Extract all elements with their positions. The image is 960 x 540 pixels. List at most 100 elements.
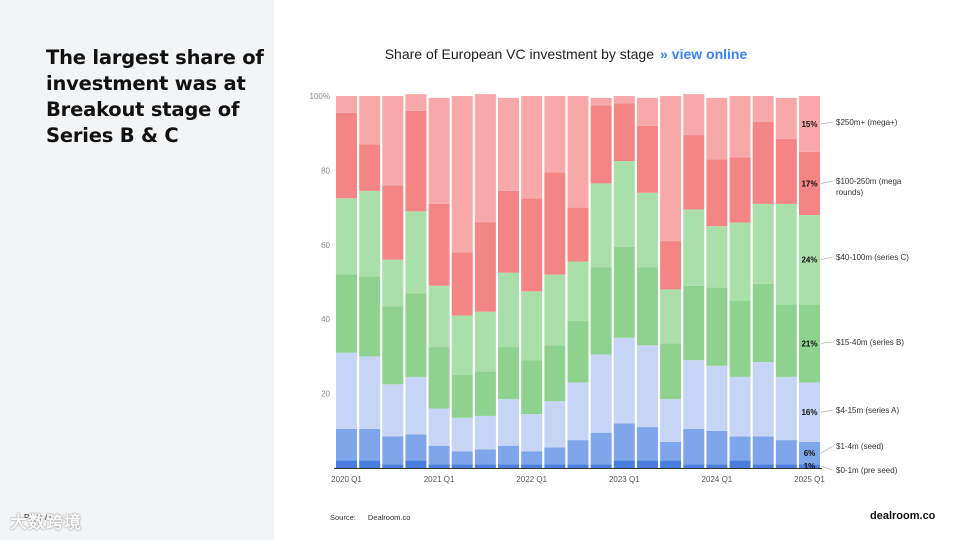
source-value: Dealroom.co: [367, 513, 411, 522]
bar-segment: [544, 274, 566, 346]
bar-segment: [451, 96, 473, 253]
bar-segment: [799, 382, 820, 442]
legend-label: $40-100m (series C): [836, 253, 909, 262]
bar-segment: [706, 97, 728, 160]
bar-segment: [405, 211, 427, 294]
bar-segment: [336, 198, 357, 275]
legend-label: $250m+ (mega+): [836, 118, 898, 127]
bar-segment: [567, 382, 589, 441]
bar-segment: [729, 222, 751, 301]
bar-segment: [590, 432, 612, 465]
x-tick-label: 2020 Q1: [331, 475, 362, 484]
bar-segment: [382, 185, 404, 260]
bar-segment: [359, 356, 381, 429]
bar-segment: [613, 161, 635, 247]
bar-segment: [544, 345, 566, 402]
legend-leader-line: [820, 256, 834, 260]
legend-leader-line: [820, 121, 834, 125]
bar-segment: [752, 436, 774, 465]
bar-segment: [451, 451, 473, 465]
bar-segment: [752, 361, 774, 437]
bar-segment: [660, 96, 682, 242]
bar-segment: [474, 222, 496, 312]
bar-segment: [752, 283, 774, 362]
data-label: 6%: [804, 449, 816, 458]
bar-segment: [636, 427, 658, 461]
bar-segment: [590, 267, 612, 355]
legend-label: $15-40m (series B): [836, 338, 904, 347]
bar-segment: [544, 96, 566, 173]
bar-segment: [544, 401, 566, 448]
watermark-logo: 大数跨境: [10, 513, 82, 532]
bar-segment: [567, 440, 589, 465]
bar-segment: [359, 428, 381, 461]
bar-segment: [636, 125, 658, 193]
x-tick-label: 2024 Q1: [702, 475, 733, 484]
bar-segment: [474, 371, 496, 416]
bar-segment: [521, 464, 543, 468]
source-note: Source: Dealroom.co: [330, 513, 410, 522]
bar-segment: [567, 261, 589, 322]
bar-segment: [567, 464, 589, 468]
legend-leader-line: [820, 409, 834, 413]
bar-segment: [405, 94, 427, 111]
bar-segment: [382, 259, 404, 307]
bar-segment: [683, 464, 705, 468]
left-panel: The largest share of investment was at B…: [0, 0, 274, 540]
view-online-link[interactable]: view online: [671, 46, 748, 62]
x-tick-label: 2021 Q1: [424, 475, 455, 484]
bar-segment: [428, 408, 450, 446]
bar-segment: [775, 203, 797, 305]
bar-segment: [636, 460, 658, 468]
bar-segment: [428, 203, 450, 286]
legend-leader-line: [820, 465, 834, 471]
bar-segment: [567, 321, 589, 383]
bar-segment: [451, 417, 473, 452]
data-label: 17%: [801, 179, 817, 188]
bar-segment: [336, 112, 357, 199]
data-label: 16%: [801, 408, 817, 417]
bar-segment: [451, 315, 473, 375]
legend-label: $1-4m (seed): [836, 442, 884, 451]
bar-segment: [498, 272, 520, 348]
bar-segment: [359, 96, 381, 145]
chart-title-row: Share of European VC investment by stage…: [0, 46, 960, 62]
bar-segment: [636, 345, 658, 428]
bar-segment: [683, 285, 705, 361]
bar-segment: [474, 94, 496, 223]
bar-segment: [359, 276, 381, 357]
bar-segment: [683, 360, 705, 429]
bar-segment: [660, 441, 682, 461]
bar-segment: [521, 451, 543, 465]
bar-segment: [336, 274, 357, 353]
bar-segment: [474, 311, 496, 372]
bar-segment: [752, 464, 774, 468]
bar-segment: [799, 215, 820, 305]
bar-segment: [359, 190, 381, 277]
bar-segment: [706, 464, 728, 468]
bar-segment: [567, 207, 589, 262]
bar-segment: [729, 96, 751, 158]
bar-segment: [613, 337, 635, 424]
bar-segment: [729, 376, 751, 437]
bar-segment: [498, 399, 520, 446]
bar-segment: [706, 287, 728, 366]
bar-segment: [428, 97, 450, 204]
bar-segment: [660, 343, 682, 400]
legend-leader-line: [820, 180, 834, 184]
bar-segment: [775, 97, 797, 139]
bar-segment: [683, 94, 705, 136]
bar-segment: [336, 460, 357, 468]
legend-leader-line: [820, 341, 834, 344]
bar-segment: [729, 436, 751, 461]
legend-label: $0-1m (pre seed): [836, 466, 898, 475]
bar-segment: [498, 464, 520, 468]
bar-segment: [775, 304, 797, 377]
bar-segment: [405, 376, 427, 435]
bar-segment: [683, 135, 705, 210]
bar-segment: [428, 445, 450, 465]
x-tick-label: 2023 Q1: [609, 475, 640, 484]
bar-segment: [590, 105, 612, 184]
bar-segment: [752, 96, 774, 123]
bar-segment: [521, 198, 543, 292]
